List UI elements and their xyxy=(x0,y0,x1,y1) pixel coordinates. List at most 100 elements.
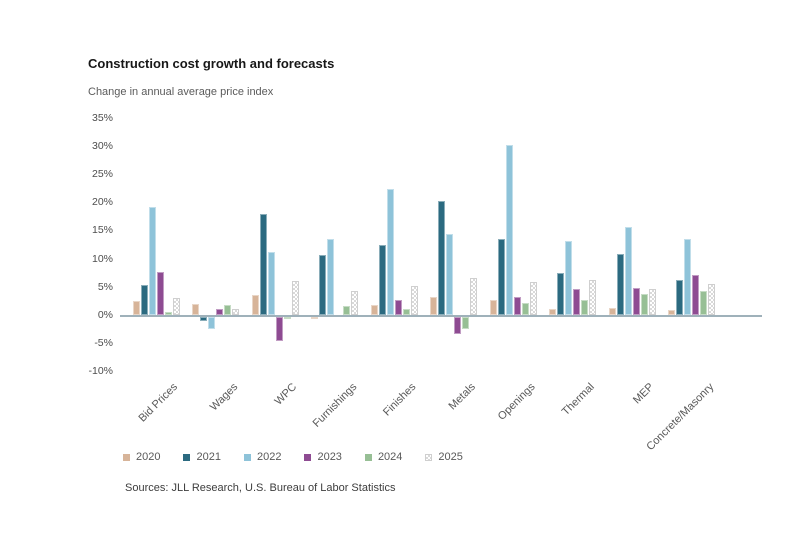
legend-label-2022: 2022 xyxy=(256,451,282,463)
source-note: Sources: JLL Research, U.S. Bureau of La… xyxy=(125,482,396,494)
y-tick-0-: 0% xyxy=(97,308,113,321)
y-axis-tick-labels: 35% 30% 25% 20% 15% 10% 5% 0% -5% -10% xyxy=(58,112,113,377)
legend-item-2023: 2023 xyxy=(304,451,342,463)
bar-2023-bid-prices xyxy=(156,272,164,315)
legend-item-2024: 2024 xyxy=(364,451,403,463)
bar-2022-furnishings xyxy=(327,239,334,315)
y-tick-30-: 30% xyxy=(91,140,113,153)
bar-2020-finishes xyxy=(370,305,378,315)
bar-2023-thermal xyxy=(573,289,580,315)
bar-2021-openings xyxy=(497,238,505,315)
legend-item-2025: 2025 xyxy=(425,451,463,463)
bar-2024-wages xyxy=(224,305,231,315)
y-tick-15-: 15% xyxy=(91,224,113,237)
x-label-furnishings: Furnishings xyxy=(310,381,359,430)
legend-item-2022: 2022 xyxy=(243,451,282,463)
bar-2025-furnishings xyxy=(351,291,358,315)
legend-swatch-2020 xyxy=(123,453,130,461)
bar-2025-concrete-masonry xyxy=(708,283,715,315)
x-label-wages: Wages xyxy=(207,381,240,414)
x-label-finishes: Finishes xyxy=(381,381,419,419)
chart-subtitle: Change in annual average price index xyxy=(88,86,274,98)
bar-2023-finishes xyxy=(394,299,402,315)
legend-swatch-2022 xyxy=(243,453,251,461)
bar-2022-finishes xyxy=(386,189,394,315)
bar-2023-openings xyxy=(513,297,521,315)
legend-label-2021: 2021 xyxy=(196,451,221,463)
bar-2025-bid-prices xyxy=(172,297,180,315)
legend-swatch-2024 xyxy=(364,453,372,461)
bar-2022-wages xyxy=(208,316,215,330)
y-tick-35-: 35% xyxy=(91,112,113,124)
chart-title: Construction cost growth and forecasts xyxy=(88,56,335,71)
bar-2024-concrete-masonry xyxy=(700,290,707,315)
bar-2020-bid-prices xyxy=(132,300,140,315)
bar-2022-openings xyxy=(505,144,513,315)
y-tick-20-: 20% xyxy=(91,196,113,209)
bar-2022-bid-prices xyxy=(148,206,156,315)
bar-2020-mep xyxy=(608,308,616,315)
plot-area: Bid Prices Wages WPC Furnishings Finishes Met… xyxy=(120,118,762,453)
bar-2025-finishes xyxy=(410,285,418,315)
bar-2023-metals xyxy=(454,316,461,334)
bar-2023-wpc xyxy=(275,316,283,341)
bar-2020-wages xyxy=(192,304,199,315)
bar-2025-thermal xyxy=(589,279,596,315)
bar-2021-finishes xyxy=(378,245,386,315)
bar-2022-wpc xyxy=(267,252,275,315)
bar-2022-metals xyxy=(446,234,453,315)
bar-2021-thermal xyxy=(557,273,564,315)
bar-2022-concrete-masonry xyxy=(684,239,691,315)
y-tick-10-: 10% xyxy=(91,252,113,265)
bar-2020-concrete-masonry xyxy=(668,310,675,315)
bar-2022-thermal xyxy=(565,240,572,315)
legend-item-2020: 2020 xyxy=(123,451,160,463)
bar-2025-openings xyxy=(529,281,537,315)
legend-label-2023: 2023 xyxy=(317,451,342,463)
bar-2024-thermal xyxy=(581,300,588,315)
bar-2020-metals xyxy=(430,296,437,315)
bar-2025-wpc xyxy=(291,281,299,315)
bar-2020-openings xyxy=(489,300,497,315)
x-label-wpc: WPC xyxy=(272,381,300,408)
bar-2024-openings xyxy=(521,302,529,315)
x-label-mep: MEP xyxy=(631,381,657,407)
legend-swatch-2025 xyxy=(425,453,433,461)
bar-2021-wages xyxy=(200,316,207,322)
legend-swatch-2023 xyxy=(304,453,312,461)
bar-2021-bid-prices xyxy=(140,284,148,315)
x-label-openings: Openings xyxy=(495,381,538,423)
bar-2023-concrete-masonry xyxy=(692,274,699,315)
legend-label-2024: 2024 xyxy=(377,451,403,463)
y-tick--5-: -5% xyxy=(94,336,113,349)
x-label-metals: Metals xyxy=(446,381,478,413)
bar-2024-mep xyxy=(640,293,648,315)
bar-2020-furnishings xyxy=(311,316,318,319)
bar-2021-wpc xyxy=(259,214,267,315)
x-label-bid-prices: Bid Prices xyxy=(136,381,181,425)
bar-2021-metals xyxy=(438,200,445,315)
bar-2024-bid-prices xyxy=(164,311,172,315)
legend-swatch-2021 xyxy=(183,453,191,461)
bar-2023-wages xyxy=(216,308,223,315)
bar-2024-furnishings xyxy=(343,305,350,315)
bar-2022-mep xyxy=(624,226,632,315)
legend-label-2025: 2025 xyxy=(438,451,463,463)
legend-item-2021: 2021 xyxy=(183,451,221,463)
legend: 2020 2021 2022 2023 2024 2025 xyxy=(123,451,463,463)
y-tick-25-: 25% xyxy=(91,168,113,181)
y-tick--10-: -10% xyxy=(88,365,113,377)
bar-2025-mep xyxy=(648,288,656,315)
bar-2020-wpc xyxy=(251,295,259,315)
bar-2024-wpc xyxy=(283,316,291,319)
bar-2020-thermal xyxy=(549,309,556,315)
bar-2021-concrete-masonry xyxy=(676,279,683,315)
bar-2023-mep xyxy=(632,287,640,315)
x-label-thermal: Thermal xyxy=(559,381,597,419)
bar-2021-furnishings xyxy=(319,255,326,315)
bar-2025-metals xyxy=(470,277,477,315)
bar-2021-mep xyxy=(616,254,624,315)
legend-label-2020: 2020 xyxy=(136,451,161,463)
zero-axis-line xyxy=(120,314,762,317)
